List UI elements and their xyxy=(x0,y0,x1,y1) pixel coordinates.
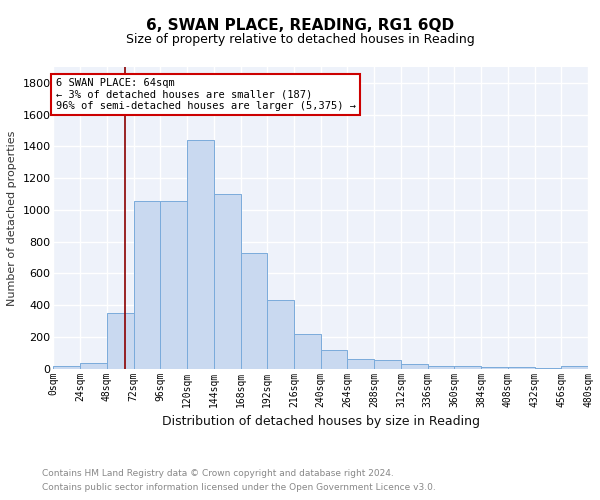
Bar xyxy=(241,253,267,368)
Bar xyxy=(187,140,214,368)
Bar xyxy=(401,364,428,368)
Text: Contains HM Land Registry data © Crown copyright and database right 2024.: Contains HM Land Registry data © Crown c… xyxy=(42,468,394,477)
Bar xyxy=(481,367,508,368)
Bar xyxy=(214,194,241,368)
Bar xyxy=(160,201,187,368)
Bar xyxy=(374,360,401,368)
Bar xyxy=(267,300,294,368)
Bar xyxy=(347,359,374,368)
Bar xyxy=(53,366,80,368)
Bar xyxy=(294,334,321,368)
Text: Size of property relative to detached houses in Reading: Size of property relative to detached ho… xyxy=(125,32,475,46)
Bar xyxy=(80,363,107,368)
Text: 6, SWAN PLACE, READING, RG1 6QD: 6, SWAN PLACE, READING, RG1 6QD xyxy=(146,18,454,32)
X-axis label: Distribution of detached houses by size in Reading: Distribution of detached houses by size … xyxy=(162,415,480,428)
Bar xyxy=(562,366,588,368)
Text: 6 SWAN PLACE: 64sqm
← 3% of detached houses are smaller (187)
96% of semi-detach: 6 SWAN PLACE: 64sqm ← 3% of detached hou… xyxy=(56,78,356,112)
Bar xyxy=(454,366,481,368)
Text: Contains public sector information licensed under the Open Government Licence v3: Contains public sector information licen… xyxy=(42,484,436,492)
Bar xyxy=(134,201,160,368)
Y-axis label: Number of detached properties: Number of detached properties xyxy=(7,130,17,306)
Bar xyxy=(321,350,347,368)
Bar xyxy=(107,313,134,368)
Bar xyxy=(428,366,454,368)
